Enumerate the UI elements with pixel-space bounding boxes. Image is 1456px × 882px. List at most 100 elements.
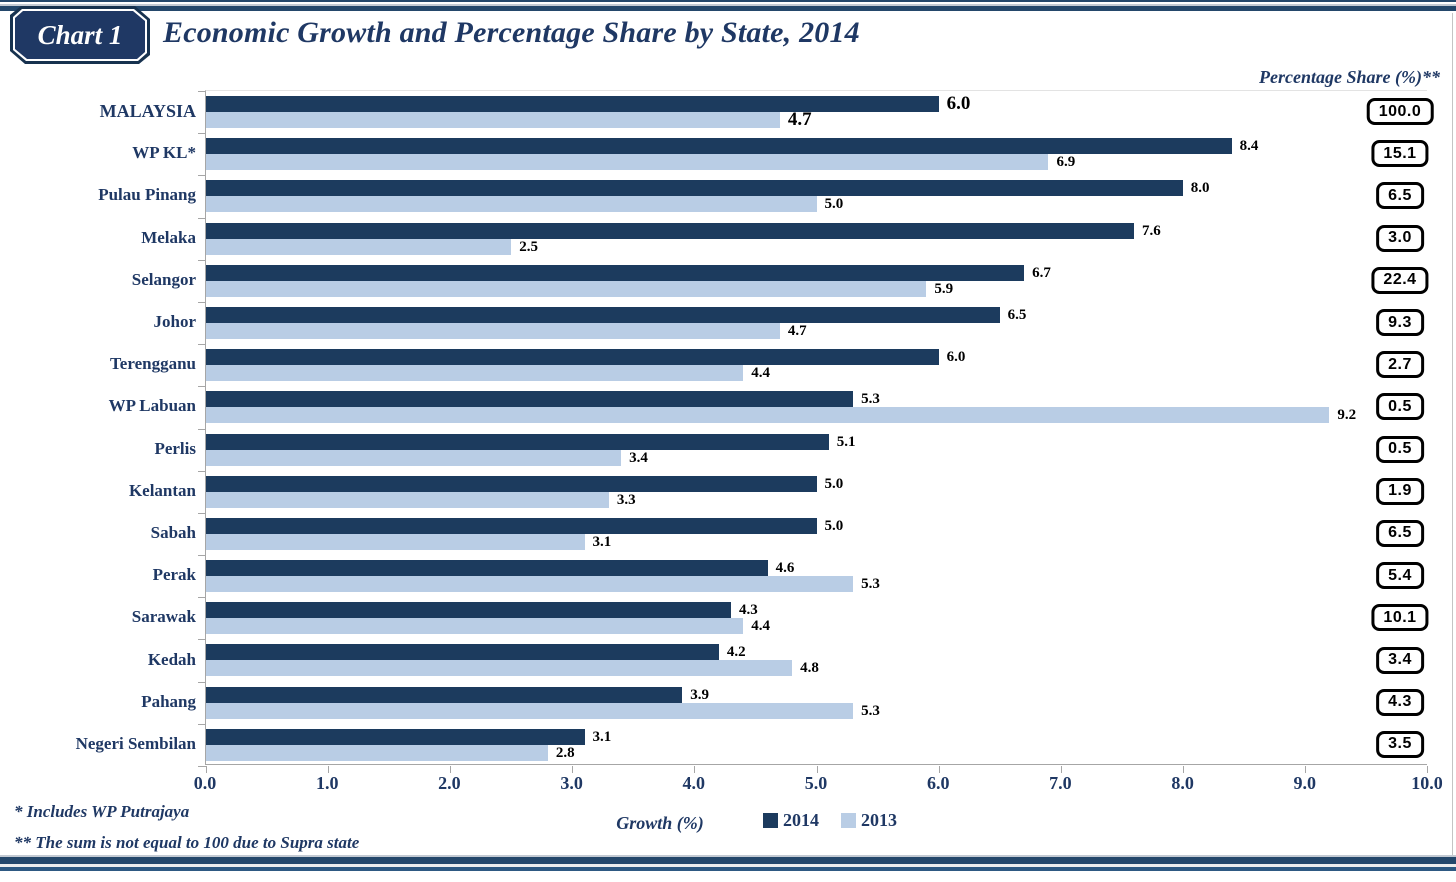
category-label: Pulau Pinang (98, 185, 196, 205)
bar-2014 (206, 728, 585, 745)
bar-value-label-2013: 5.9 (934, 280, 954, 297)
x-axis-tick-label: 1.0 (315, 773, 339, 793)
x-axis-tick (450, 766, 452, 773)
y-axis-tick (198, 428, 206, 430)
x-axis-tick (694, 766, 696, 773)
bar-value-label-2013: 5.3 (861, 702, 880, 719)
bar-value-label-2014: 8.4 (1239, 138, 1259, 155)
legend-item-2013: 2013 (841, 810, 897, 831)
bar-value-label-2013: 2.5 (519, 238, 538, 255)
percentage-share-box: 100.0 (1366, 98, 1434, 126)
bar-value-label-2014: 5.0 (824, 475, 844, 492)
right-frame-line (1452, 13, 1453, 855)
bar-2013 (206, 154, 1049, 171)
category-label: Sarawak (131, 607, 196, 627)
bar-value-label-2013: 4.4 (751, 365, 770, 382)
chart-row: 4.6 5.3 (206, 555, 1427, 597)
bar-value-label-2014: 4.3 (739, 602, 758, 619)
legend-swatch-2014 (763, 813, 778, 828)
bar-2014 (206, 264, 1025, 281)
category-label: Kelantan (128, 480, 196, 500)
bar-value-label-2014: 8.0 (1190, 180, 1210, 197)
bar-2014 (206, 433, 829, 450)
bar-value-label-2013: 3.3 (616, 491, 636, 508)
category-label: Perlis (154, 438, 196, 458)
footnote-putrajaya: * Includes WP Putrajaya (14, 802, 190, 821)
bar-2014 (206, 349, 939, 366)
x-axis-tick-label: 7.0 (1049, 773, 1072, 793)
x-axis-title: Growth (%) (616, 813, 704, 833)
y-axis-tick (198, 555, 206, 557)
bar-2013 (206, 702, 854, 719)
chart-row: 6.0 4.4 (206, 344, 1427, 386)
bar-value-label-2014: 3.9 (690, 686, 709, 703)
bar-2013 (206, 449, 622, 466)
bar-2014 (206, 306, 1000, 323)
bar-2014 (206, 222, 1134, 239)
bar-value-label-2013: 2.8 (555, 744, 575, 761)
chart-row: 6.7 5.9 (206, 260, 1427, 302)
bar-2014 (206, 644, 719, 661)
chart-row: 3.9 5.3 (206, 682, 1427, 724)
x-axis-tick-label: 0.0 (193, 773, 217, 793)
percentage-share-box: 9.3 (1376, 309, 1424, 337)
y-axis-tick (198, 386, 206, 388)
chart-legend: 2014 2013 (763, 810, 897, 831)
category-label: WP KL* (132, 143, 196, 163)
category-axis-labels: MALAYSIA WP KL* Pulau Pinang Melaka Selangor… (0, 90, 196, 765)
bar-value-label-2014: 4.2 (726, 644, 746, 661)
badge-face: Chart 1 (15, 11, 145, 59)
y-axis-tick (198, 723, 206, 725)
bar-2013 (206, 280, 927, 297)
bar-2013 (206, 238, 512, 255)
chart-row: 5.3 9.2 (206, 386, 1427, 428)
percentage-share-box: 0.5 (1376, 435, 1424, 463)
legend-swatch-2013 (841, 813, 856, 828)
bar-2013 (206, 533, 585, 550)
chart-row: 3.1 2.8 (206, 724, 1427, 766)
chart-row: 5.0 3.3 (206, 471, 1427, 513)
bar-value-label-2014: 6.0 (946, 93, 971, 114)
percentage-share-box: 3.5 (1376, 730, 1424, 758)
chart-row: 6.0 4.7 (206, 91, 1427, 133)
category-label: Terengganu (110, 354, 196, 374)
bar-2014 (206, 96, 939, 112)
y-axis-tick (198, 217, 206, 219)
y-axis-tick (198, 639, 206, 641)
y-axis-tick (198, 344, 206, 346)
percentage-share-box: 15.1 (1371, 140, 1429, 168)
percentage-share-box: 0.5 (1376, 393, 1424, 421)
bar-2013 (206, 112, 780, 128)
chart-row: 8.0 5.0 (206, 175, 1427, 217)
bar-value-label-2013: 4.8 (800, 660, 819, 677)
chart-number-badge: Chart 1 (10, 6, 150, 64)
bar-value-label-2014: 5.3 (861, 391, 880, 408)
category-label: Sabah (150, 522, 196, 542)
bar-2014 (206, 180, 1183, 197)
x-axis-tick-label: 5.0 (804, 773, 828, 793)
legend-label-2013: 2013 (861, 810, 897, 830)
x-axis-tick-label: 8.0 (1171, 773, 1194, 793)
bar-value-label-2013: 4.7 (787, 109, 812, 130)
y-axis-tick (198, 597, 206, 599)
x-axis-tick (816, 766, 818, 773)
bar-2013 (206, 322, 780, 339)
bar-value-label-2014: 5.1 (836, 433, 856, 450)
bar-value-label-2014: 5.0 (824, 517, 844, 534)
bar-value-label-2013: 3.4 (629, 449, 648, 466)
y-axis-tick (198, 259, 206, 261)
y-axis-tick (198, 470, 206, 472)
bar-2014 (206, 560, 768, 577)
bar-2013 (206, 491, 609, 508)
bar-2014 (206, 138, 1232, 155)
bar-value-label-2014: 6.5 (1007, 306, 1027, 323)
percentage-share-box: 1.9 (1376, 477, 1424, 505)
percentage-share-box: 3.4 (1376, 646, 1424, 674)
bar-value-label-2014: 6.0 (946, 349, 966, 366)
bar-2013 (206, 407, 1330, 424)
bar-2013 (206, 196, 817, 213)
x-axis-tick-label: 3.0 (560, 773, 583, 793)
chart-row: 6.5 4.7 (206, 302, 1427, 344)
percentage-share-box: 3.0 (1376, 224, 1424, 252)
percentage-share-box: 6.5 (1376, 519, 1424, 547)
